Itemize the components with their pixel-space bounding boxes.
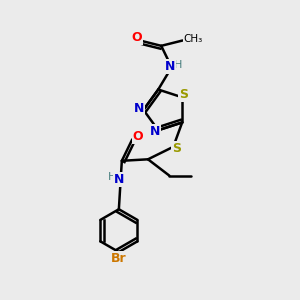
Text: N: N [149, 125, 160, 138]
Text: O: O [131, 31, 142, 44]
Text: S: S [172, 142, 181, 155]
Text: N: N [114, 173, 124, 186]
Text: CH₃: CH₃ [183, 34, 202, 44]
Text: H: H [174, 60, 182, 70]
Text: O: O [133, 130, 143, 143]
Text: N: N [165, 60, 175, 73]
Text: Br: Br [111, 252, 127, 265]
Text: H: H [108, 172, 116, 182]
Text: N: N [134, 102, 144, 115]
Text: S: S [179, 88, 188, 101]
